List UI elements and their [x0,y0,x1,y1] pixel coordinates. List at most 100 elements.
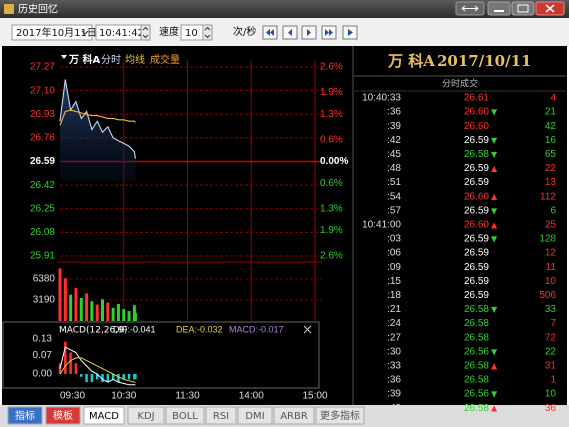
y2-tick-label: 1.3% [320,109,343,120]
trade-arrow: ▲ [491,164,498,173]
trade-price: 26.58 [464,375,489,386]
macd-close[interactable] [303,325,312,334]
y-tick-label: 26.08 [30,227,55,238]
speed-unit: 次/秒 [233,25,256,38]
tab[interactable] [7,406,43,425]
trade-volume: 21 [545,107,557,118]
close-icon [545,4,555,13]
trade-arrow: ▼ [491,108,498,117]
macd-box [2,321,320,389]
trade-volume: 72 [545,332,557,343]
y2-tick-label: 2.6% [320,62,343,73]
tab-label: RSI [213,411,229,422]
y-tick-label: 27.27 [30,62,55,73]
tab[interactable] [237,406,273,425]
macd-readout: MACD:-0.017 [229,324,284,334]
trade-arrow: ▲ [491,192,498,201]
y-tick-label: 26.93 [30,109,55,120]
tab[interactable] [45,406,81,425]
x-tick-label: 15:00 [302,391,327,402]
speed-value: 10 [185,28,198,39]
average-line [59,109,136,126]
trade-time: :27 [387,332,401,343]
trade-volume: 4 [550,93,556,104]
speed-spinner[interactable] [202,24,213,41]
speed-label: 速度 [159,25,179,38]
trade-volume: 10 [545,389,557,400]
trade-time: :21 [387,304,401,315]
trade-time: :33 [387,361,401,372]
trade-volume: 65 [545,149,557,160]
macd-line [59,357,136,384]
trade-arrow: ▼ [491,347,498,356]
tab-label: DMI [245,411,264,422]
volume-bar [101,299,104,321]
trade-volume: 31 [545,361,557,372]
trade-volume: 112 [540,191,556,202]
y-tick-label: 3190 [33,295,56,306]
stock-name: 万 科A [387,52,435,70]
trade-time: :42 [387,135,401,146]
trade-time: :09 [387,262,401,273]
price-line [59,79,136,159]
trade-price: 26.58 [464,361,489,372]
trade-arrow: ▼ [491,206,498,215]
trade-price: 26.60 [464,107,489,118]
macd-readout: DEA:-0.032 [176,324,223,334]
trade-time: :06 [387,248,401,259]
trade-arrow: ▼ [491,235,498,244]
volume-bar [133,313,137,321]
volume-bar [90,301,94,321]
legend-label: 成交量 [150,53,180,66]
trade-arrow: ▼ [491,136,498,145]
trade-time: :48 [387,163,401,174]
price-area [60,79,136,182]
minimize-button[interactable] [487,1,511,16]
trade-volume: 11 [546,262,557,273]
trade-price: 26.59 [464,290,489,301]
trade-volume: 16 [545,135,557,146]
x-tick-label: 14:00 [239,391,264,402]
y-tick-label: 6380 [33,274,56,285]
tab[interactable] [205,406,237,425]
trade-price: 26.58 [464,304,489,315]
tab[interactable] [127,406,165,425]
trade-volume: 1 [550,375,556,386]
chart-background [2,46,567,405]
tab[interactable] [273,406,315,425]
trade-time: 10:40:33 [362,93,401,104]
trade-time: :51 [387,177,401,188]
trade-time: :15 [387,276,401,287]
trade-volume: 12 [545,248,557,259]
toolbar: 2017年10月11日 10:41:42 速度 10 次/秒 [0,18,569,46]
tab[interactable] [83,406,125,425]
trade-price: 26.61 [464,93,489,104]
time-spinner[interactable] [140,24,151,41]
y2-tick-label: 0.00% [320,156,348,167]
volume-bar [116,303,120,321]
trade-arrow: ▲ [491,404,498,413]
y-tick-label: 0.13 [33,334,53,345]
tab[interactable] [165,406,205,425]
maximize-button[interactable] [511,1,535,16]
legend-label: 均线 [125,53,145,66]
trade-volume: 506 [539,290,556,301]
volume-bar [127,311,131,321]
trade-time: :39 [387,121,401,132]
trade-time: 10:41:00 [362,220,401,231]
window-title: 历史回忆 [18,3,58,16]
y-tick-label: 0.07 [33,350,53,361]
trade-price: 26.59 [464,205,489,216]
trade-volume: 22 [545,163,557,174]
trade-time: :03 [387,234,401,245]
trade-time: :36 [387,107,401,118]
trade-price: 26.59 [464,177,489,188]
tab[interactable] [315,406,365,425]
stock-date: 2017/10/11 [437,52,531,70]
trade-time: :30 [387,346,401,357]
trade-arrow: ▼ [491,305,498,314]
trade-price: 26.59 [464,248,489,259]
date-select[interactable] [11,24,93,41]
macd-title: MACD(12,26,9) [59,326,127,336]
